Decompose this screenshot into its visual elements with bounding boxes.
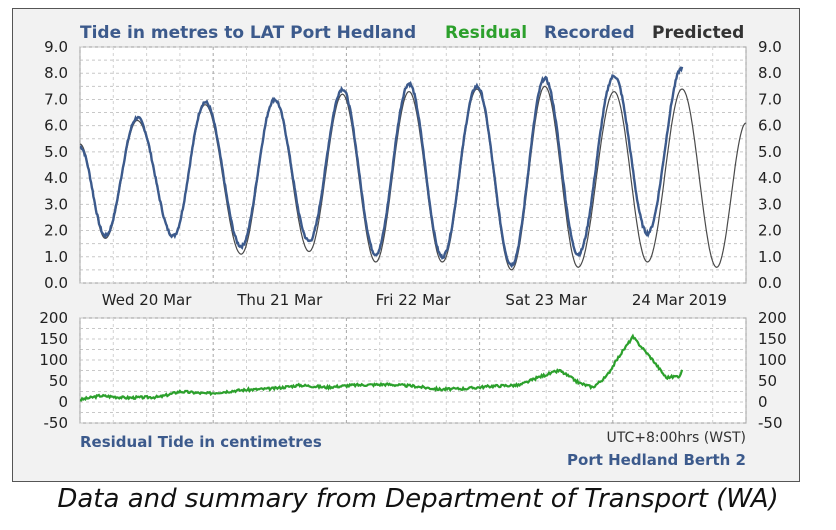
bottom-y-tick-right: -50: [758, 414, 783, 432]
series-residual-line: [79, 333, 684, 402]
top-y-tick-left: 1.0: [44, 248, 68, 266]
bottom-y-tick-left: 200: [39, 309, 68, 327]
top-y-tick-left: 2.0: [44, 222, 68, 240]
legend-residual: Residual: [445, 23, 527, 43]
tide-chart: Tide in metres to LAT Port Hedland Resid…: [39, 23, 787, 469]
top-y-tick-right: 4.0: [758, 169, 782, 187]
top-y-tick-left: 8.0: [44, 64, 68, 82]
residual-title: Residual Tide in centimetres: [80, 433, 322, 451]
bottom-y-tick-left: 50: [49, 372, 68, 390]
legend-recorded: Recorded: [544, 23, 635, 43]
series-recorded-line: [79, 66, 684, 269]
bottom-plot: [79, 333, 684, 402]
bottom-y-tick-right: 150: [758, 330, 787, 348]
top-y-tick-right: 3.0: [758, 195, 782, 213]
bottom-y-tick-left: 150: [39, 330, 68, 348]
top-y-axis-left: 0.0 1.0 2.0 3.0 4.0 5.0 6.0 7.0 8.0 9.0: [44, 38, 68, 292]
x-label-day: Fri 22 Mar: [376, 291, 452, 309]
bottom-y-tick-right: 200: [758, 309, 787, 327]
top-y-tick-right: 7.0: [758, 90, 782, 108]
station-label: Port Hedland Berth 2: [567, 451, 746, 469]
top-y-tick-right: 6.0: [758, 117, 782, 135]
top-plot: [79, 66, 747, 271]
x-label-day: Thu 21 Mar: [236, 291, 323, 309]
bottom-grid: [79, 317, 747, 424]
top-y-tick-right: 8.0: [758, 64, 782, 82]
top-y-tick-left: 3.0: [44, 195, 68, 213]
top-y-tick-left: 0.0: [44, 274, 68, 292]
x-label-day: Wed 20 Mar: [102, 291, 192, 309]
bottom-y-tick-right: 50: [758, 372, 777, 390]
top-y-tick-left: 4.0: [44, 169, 68, 187]
x-label-day: Sat 23 Mar: [505, 291, 587, 309]
top-y-tick-right: 1.0: [758, 248, 782, 266]
top-y-tick-left: 5.0: [44, 143, 68, 161]
x-axis-labels: Wed 20 Mar Thu 21 Mar Fri 22 Mar Sat 23 Mar…: [102, 291, 727, 309]
top-y-axis-right: 0.0 1.0 2.0 3.0 4.0 5.0 6.0 7.0 8.0 9.0: [758, 38, 782, 292]
caption: Data and summary from Department of Tran…: [57, 484, 779, 514]
bottom-y-tick-left: -50: [44, 414, 69, 432]
top-y-tick-right: 9.0: [758, 38, 782, 56]
chart-title: Tide in metres to LAT Port Hedland: [80, 23, 416, 43]
top-y-tick-left: 9.0: [44, 38, 68, 56]
bottom-y-tick-left: 0: [58, 393, 68, 411]
timezone-label: UTC+8:00hrs (WST): [606, 430, 746, 446]
x-label-day: 24 Mar 2019: [632, 291, 727, 309]
top-y-tick-right: 0.0: [758, 274, 782, 292]
top-y-tick-left: 7.0: [44, 90, 68, 108]
top-y-tick-left: 6.0: [44, 117, 68, 135]
top-y-tick-right: 2.0: [758, 222, 782, 240]
top-y-tick-right: 5.0: [758, 143, 782, 161]
bottom-y-axis-left: -50 0 50 100 150 200: [39, 309, 68, 432]
bottom-y-axis-right: -50 0 50 100 150 200: [758, 309, 787, 432]
top-grid: [79, 46, 747, 284]
bottom-y-tick-right: 0: [758, 393, 768, 411]
bottom-y-tick-right: 100: [758, 351, 787, 369]
bottom-y-tick-left: 100: [39, 351, 68, 369]
legend-predicted: Predicted: [652, 23, 744, 43]
